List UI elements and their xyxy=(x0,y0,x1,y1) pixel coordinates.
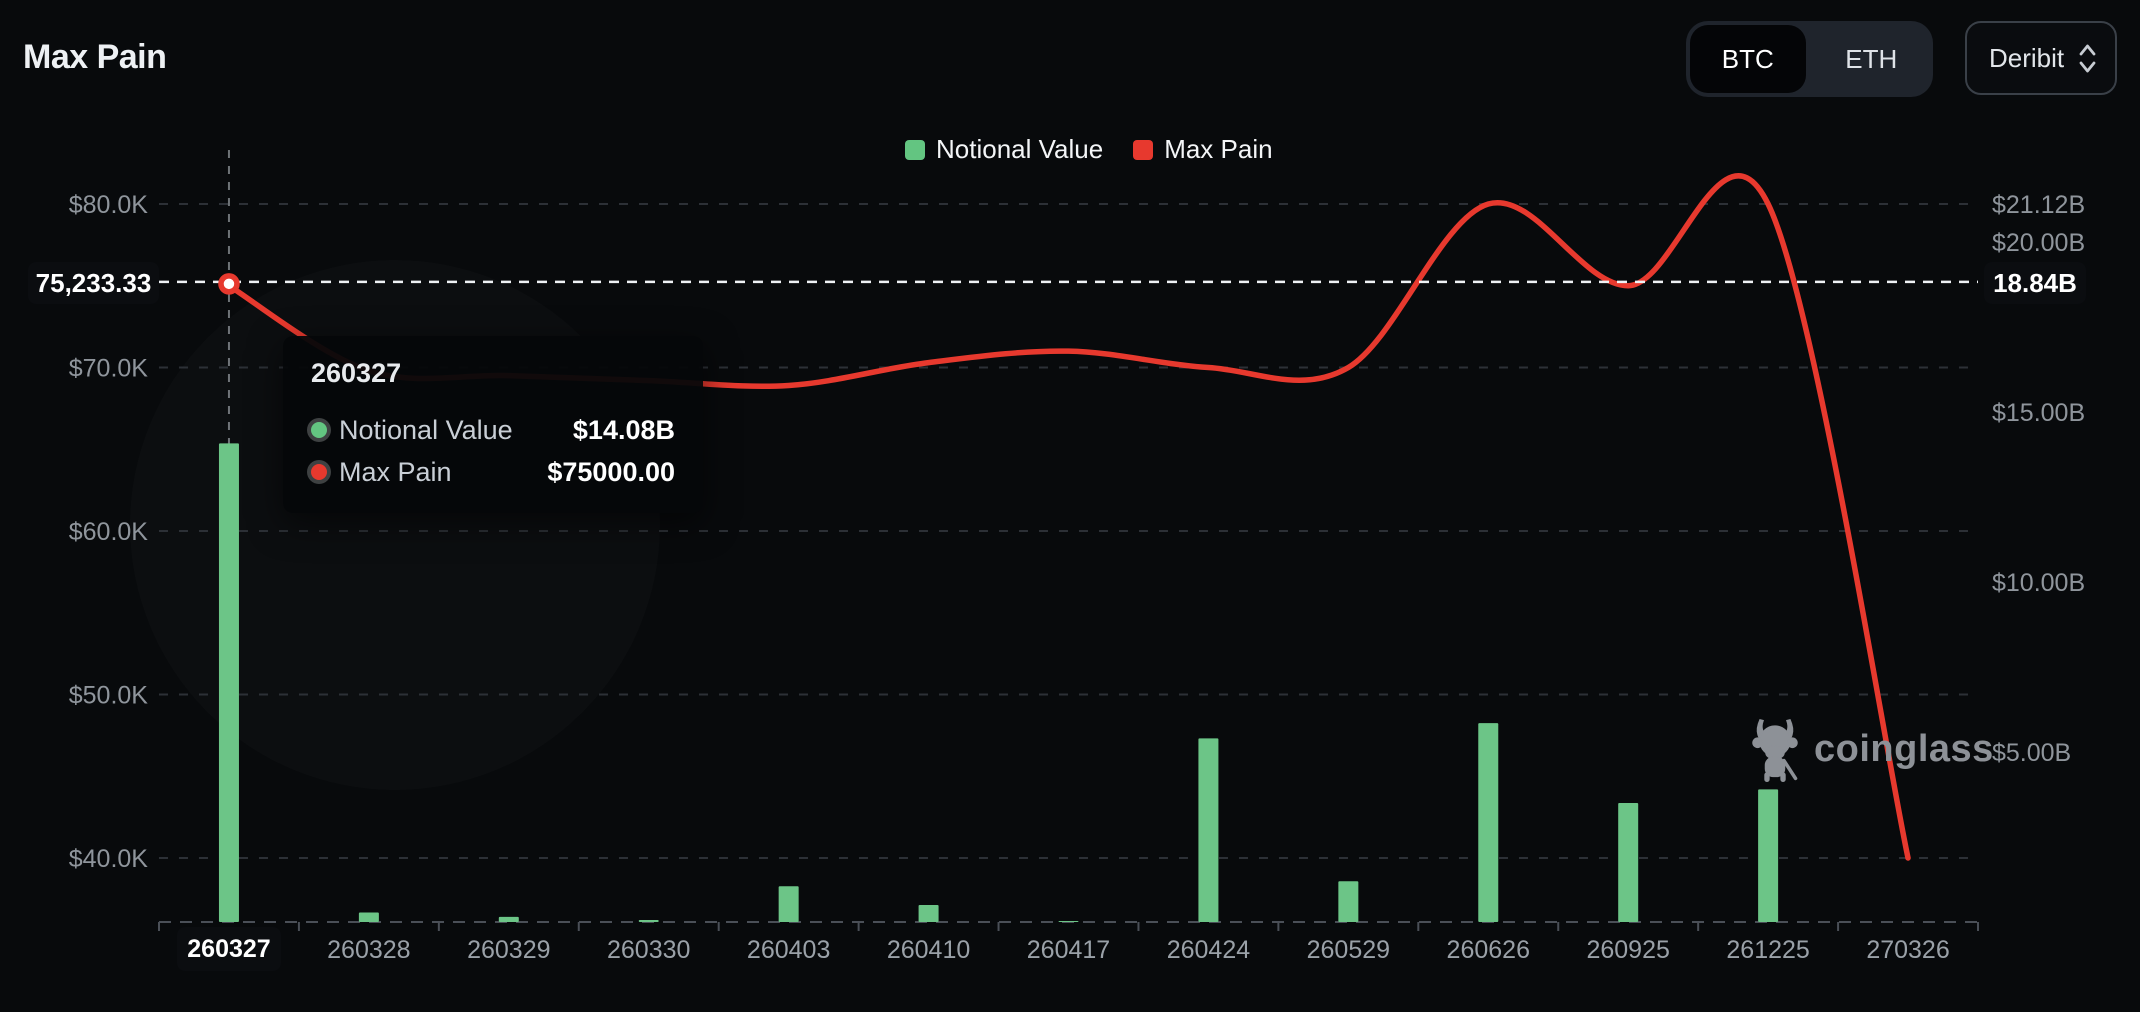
legend-label: Notional Value xyxy=(936,134,1104,164)
axis-tick-label: 260424 xyxy=(1167,936,1251,964)
notional-value-bar xyxy=(918,905,939,922)
notional-value-bar xyxy=(498,916,519,922)
tooltip-row-label: Max Pain xyxy=(339,456,452,487)
max-pain-dot-icon xyxy=(311,464,327,480)
notional-value-bar xyxy=(1758,789,1779,922)
legend-item-notional-value[interactable]: Notional Value xyxy=(905,134,1103,165)
axis-tick-label: 260403 xyxy=(747,936,830,964)
asset-toggle-eth[interactable]: ETH xyxy=(1845,43,1898,74)
watermark-text: coinglass xyxy=(1814,727,1994,770)
tooltip-row-label: Notional Value xyxy=(339,414,513,445)
tooltip-row-value: $14.08B xyxy=(572,414,675,445)
axis-tick-label: $21.12B xyxy=(1992,191,2085,219)
tooltip-title: 260327 xyxy=(311,358,402,388)
axis-tick-label: 260626 xyxy=(1447,936,1530,964)
notional-value-bar xyxy=(218,443,239,922)
axis-tick-label: 260329 xyxy=(467,936,550,964)
exchange-select-value: Deribit xyxy=(1989,42,2065,73)
tooltip-row-notional-value: Notional Value $14.08B xyxy=(311,413,675,447)
axis-tick-label: 260330 xyxy=(607,936,690,964)
legend: Notional Value Max Pain xyxy=(905,134,1273,165)
axis-tick-label: 260410 xyxy=(887,936,970,964)
axis-tick-label: $80.0K xyxy=(69,191,149,219)
axis-tick-label: 260328 xyxy=(327,936,410,964)
legend-label: Max Pain xyxy=(1164,134,1273,164)
chart-tooltip: 260327 Notional Value $14.08B Max Pain $… xyxy=(283,336,703,513)
axis-tick-label: 260417 xyxy=(1027,936,1110,964)
notional-value-bar xyxy=(1478,723,1499,922)
tooltip-row-max-pain: Max Pain $75000.00 xyxy=(311,455,675,489)
notional-value-bar xyxy=(358,912,379,922)
max-pain-swatch xyxy=(1133,139,1154,160)
page-title: Max Pain xyxy=(23,38,167,76)
axis-tick-label: $60.0K xyxy=(69,518,149,546)
hover-point-marker xyxy=(218,273,240,295)
highlighted-x-axis-label: 260327 xyxy=(177,927,281,971)
crosshair-left-value-label: 75,233.33 xyxy=(28,262,159,304)
asset-toggle-btc[interactable]: BTC xyxy=(1690,25,1806,93)
asset-toggle[interactable]: BTC ETH xyxy=(1686,21,1933,97)
legend-item-max-pain[interactable]: Max Pain xyxy=(1133,134,1273,165)
updown-chevron-icon xyxy=(2079,44,2096,72)
crosshair-right-value-label: 18.84B xyxy=(1984,262,2086,304)
axis-tick-label: $20.00B xyxy=(1992,229,2085,257)
notional-value-dot-icon xyxy=(311,422,327,438)
axis-tick-label: $5.00B xyxy=(1992,739,2071,767)
axis-tick-label: 260529 xyxy=(1307,936,1390,964)
coinglass-watermark: coinglass xyxy=(1748,716,1994,782)
notional-value-bar xyxy=(1338,881,1359,922)
notional-value-bar xyxy=(638,919,659,922)
tooltip-row-value: $75000.00 xyxy=(547,456,675,487)
axis-tick-label: $70.0K xyxy=(69,355,149,383)
exchange-select[interactable]: Deribit xyxy=(1965,21,2117,95)
axis-tick-label: 260925 xyxy=(1586,936,1669,964)
coinglass-bull-icon xyxy=(1752,719,1798,782)
notional-value-swatch xyxy=(905,139,925,160)
notional-value-bar xyxy=(1058,920,1079,922)
notional-value-bar xyxy=(1618,803,1639,922)
notional-value-bar xyxy=(1198,738,1219,922)
axis-tick-label: 270326 xyxy=(1866,936,1949,964)
axis-tick-label: $10.00B xyxy=(1992,569,2085,597)
axis-tick-label: 261225 xyxy=(1726,936,1809,964)
axis-tick-label: $50.0K xyxy=(69,682,149,710)
notional-value-bar xyxy=(778,886,799,922)
axis-tick-label: $15.00B xyxy=(1992,399,2085,427)
axis-tick-label: $40.0K xyxy=(69,845,149,873)
